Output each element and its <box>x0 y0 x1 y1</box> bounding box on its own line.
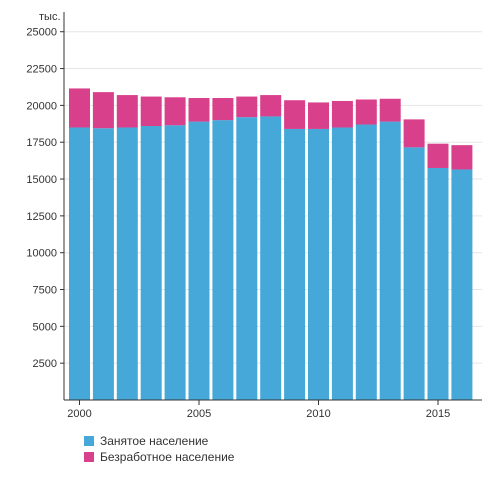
legend-label-unemployed: Безработное население <box>100 450 235 464</box>
x-tick-labels: 2000 2005 2010 2015 <box>67 408 450 420</box>
bar-unemployed[interactable] <box>92 92 114 129</box>
bar-unemployed[interactable] <box>140 96 162 127</box>
bar-employed[interactable] <box>284 128 306 400</box>
bars <box>69 88 473 401</box>
bar-unemployed[interactable] <box>451 145 473 170</box>
bar-unemployed[interactable] <box>212 98 234 121</box>
legend-swatch-employed <box>84 436 94 446</box>
legend-item-employed[interactable]: Занятое население <box>84 433 234 449</box>
axes <box>63 12 482 405</box>
bar-employed[interactable] <box>164 125 186 401</box>
y-tick-label: 20000 <box>26 100 57 112</box>
y-tick-label: 10000 <box>26 248 57 260</box>
bar-employed[interactable] <box>427 167 449 400</box>
legend-label-employed: Занятое население <box>100 434 209 448</box>
bar-employed[interactable] <box>308 128 329 400</box>
bar-employed[interactable] <box>331 127 353 400</box>
bar-unemployed[interactable] <box>427 143 449 168</box>
y-unit-label: тыс. <box>39 11 61 23</box>
bar-unemployed[interactable] <box>116 95 138 128</box>
y-tick-label: 22500 <box>26 64 57 76</box>
bar-unemployed[interactable] <box>236 96 258 118</box>
bar-unemployed[interactable] <box>308 102 329 129</box>
bar-unemployed[interactable] <box>355 99 377 125</box>
bar-employed[interactable] <box>236 117 258 401</box>
bar-employed[interactable] <box>116 127 138 400</box>
bar-employed[interactable] <box>92 128 114 401</box>
x-tick-label: 2015 <box>426 408 450 420</box>
bar-employed[interactable] <box>379 121 401 400</box>
y-tick-label: 17500 <box>26 137 57 149</box>
bar-unemployed[interactable] <box>379 98 401 122</box>
bar-employed[interactable] <box>212 120 234 400</box>
x-tick-label: 2010 <box>306 408 330 420</box>
legend-item-unemployed[interactable]: Безработное население <box>84 449 234 465</box>
bar-unemployed[interactable] <box>69 88 90 128</box>
bar-unemployed[interactable] <box>403 119 425 148</box>
bar-employed[interactable] <box>69 127 90 400</box>
bar-employed[interactable] <box>188 121 210 400</box>
legend-swatch-unemployed <box>84 452 94 462</box>
y-tick-label: 15000 <box>26 174 57 186</box>
y-tick-label: 12500 <box>26 211 57 223</box>
bar-employed[interactable] <box>260 116 282 401</box>
bar-unemployed[interactable] <box>260 95 282 117</box>
y-tick-label: 7500 <box>33 285 57 297</box>
x-tick-label: 2005 <box>187 408 211 420</box>
bar-unemployed[interactable] <box>188 98 210 122</box>
bar-employed[interactable] <box>451 169 473 400</box>
y-tick-labels: 2500 5000 7500 10000 12500 15000 17500 20000 225… <box>26 27 57 370</box>
y-tick-label: 5000 <box>33 321 57 333</box>
y-tick-label: 25000 <box>26 27 57 39</box>
bar-employed[interactable] <box>403 147 425 400</box>
legend: Занятое население Безработное население <box>84 433 234 465</box>
y-tick-label: 2500 <box>33 358 57 370</box>
bar-unemployed[interactable] <box>164 97 186 126</box>
bar-unemployed[interactable] <box>331 100 353 128</box>
bar-employed[interactable] <box>355 124 377 401</box>
bar-unemployed[interactable] <box>284 100 306 129</box>
bar-employed[interactable] <box>140 126 162 400</box>
x-tick-label: 2000 <box>67 408 91 420</box>
